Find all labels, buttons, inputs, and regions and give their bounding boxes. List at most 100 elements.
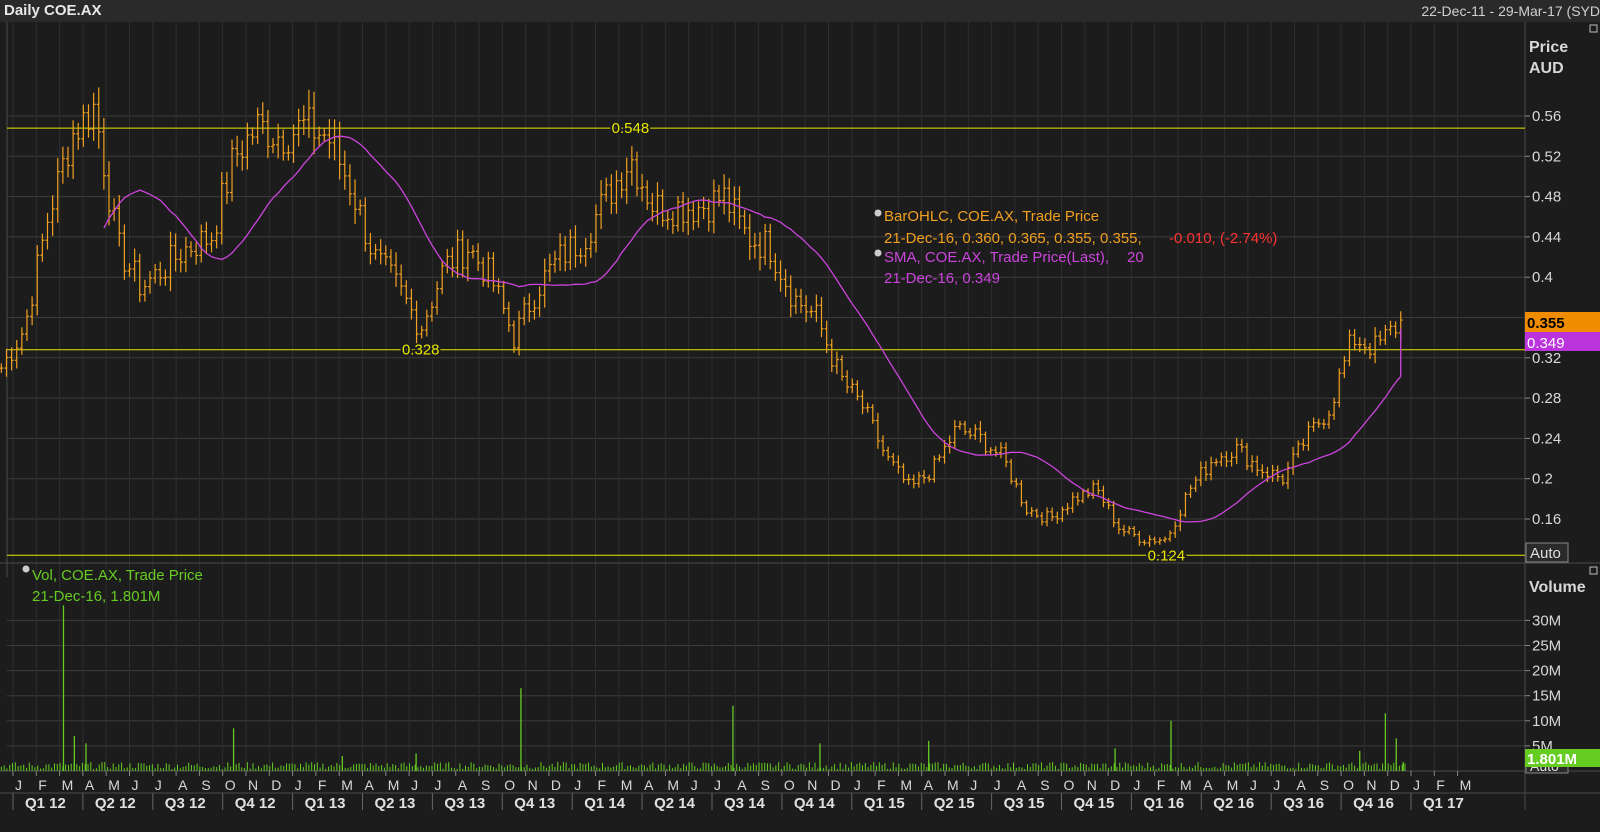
quarter-label: Q2 15	[934, 795, 975, 812]
bar-legend-change: -0.010, (-2.74%)	[1169, 230, 1277, 247]
chart-area[interactable]: 0.548 0.328 0.124 BarOHLC, COE.AX, Trade P…	[0, 22, 1600, 832]
month-label: J	[155, 777, 162, 793]
volume-legend: Vol, COE.AX, Trade Price 21-Dec-16, 1.80…	[22, 565, 203, 605]
month-label: F	[1157, 777, 1166, 793]
month-label: S	[201, 777, 210, 793]
month-label: A	[1297, 777, 1307, 793]
volume-legend-values: 21-Dec-16, 1.801M	[32, 588, 160, 605]
last-volume-text: 1.801M	[1527, 751, 1577, 768]
date-range[interactable]: 22-Dec-11 - 29-Mar-17 (SYD	[1421, 3, 1600, 19]
quarter-label: Q4 12	[235, 795, 276, 812]
quarter-label: Q1 17	[1423, 795, 1464, 812]
sma-legend-period: 20	[1127, 249, 1144, 266]
volume-tick-label: 20M	[1532, 663, 1561, 680]
month-label: O	[504, 777, 515, 793]
volume-bars	[0, 605, 1406, 771]
bar-legend-title: BarOHLC, COE.AX, Trade Price	[884, 208, 1099, 225]
price-legend: BarOHLC, COE.AX, Trade Price 21-Dec-16, …	[874, 208, 1277, 287]
legend-toggle-icon[interactable]	[874, 249, 882, 257]
price-tick-label: 0.32	[1532, 350, 1561, 367]
quarter-label: Q3 15	[1004, 795, 1045, 812]
price-axis[interactable]: Price AUD 0.560.520.480.440.40.360.320.2…	[1525, 24, 1600, 563]
month-label: D	[1390, 777, 1400, 793]
month-label: J	[15, 777, 22, 793]
price-tick-label: 0.24	[1532, 430, 1561, 447]
month-label: M	[667, 777, 679, 793]
quarter-label: Q2 14	[654, 795, 696, 812]
month-label: S	[481, 777, 490, 793]
month-gridlines	[12, 22, 1459, 771]
volume-axis-title: Volume	[1529, 579, 1586, 596]
price-axis-unit: AUD	[1529, 60, 1564, 77]
month-label: M	[388, 777, 400, 793]
quarter-label: Q2 16	[1213, 795, 1254, 812]
month-label: A	[644, 777, 654, 793]
last-price-text: 0.355	[1527, 315, 1565, 332]
legend-toggle-icon[interactable]	[22, 565, 30, 573]
price-tick-label: 0.48	[1532, 189, 1561, 206]
month-label: F	[38, 777, 47, 793]
month-label: M	[108, 777, 120, 793]
month-label: J	[970, 777, 977, 793]
month-label: F	[598, 777, 607, 793]
volume-tick-label: 30M	[1532, 612, 1561, 629]
month-label: M	[621, 777, 633, 793]
maximize-icon[interactable]	[1589, 566, 1598, 575]
month-label: D	[271, 777, 281, 793]
quarter-label: Q3 16	[1283, 795, 1324, 812]
quarter-label: Q1 15	[864, 795, 905, 812]
volume-gridlines	[7, 619, 1525, 747]
month-label: D	[1110, 777, 1120, 793]
price-axis-title: Price	[1529, 39, 1568, 56]
month-label: F	[1436, 777, 1445, 793]
month-label: N	[528, 777, 538, 793]
price-tick-label: 0.4	[1532, 269, 1553, 286]
month-label: J	[994, 777, 1001, 793]
quarter-label: Q1 14	[584, 795, 626, 812]
month-label: O	[784, 777, 795, 793]
month-label: J	[132, 777, 139, 793]
month-label: A	[737, 777, 747, 793]
price-tick-label: 0.44	[1532, 229, 1561, 246]
month-label: J	[714, 777, 721, 793]
ohlc-bars	[0, 87, 1403, 547]
quarter-label: Q2 12	[95, 795, 136, 812]
last-volume-tag	[1525, 749, 1600, 767]
month-label: A	[365, 777, 375, 793]
volume-tick-label: 10M	[1532, 713, 1561, 730]
month-label: J	[1250, 777, 1257, 793]
last-price-tag	[1525, 312, 1600, 332]
month-label: O	[1064, 777, 1075, 793]
quarter-label: Q4 13	[514, 795, 555, 812]
price-auto-button[interactable]	[1525, 542, 1569, 563]
sma-legend-title: SMA, COE.AX, Trade Price(Last),	[884, 249, 1109, 266]
month-label: J	[1413, 777, 1420, 793]
volume-tick-label: 25M	[1532, 638, 1561, 655]
maximize-icon[interactable]	[1589, 24, 1598, 33]
quarter-label: Q1 16	[1143, 795, 1184, 812]
sma-price-text: 0.349	[1527, 335, 1565, 352]
month-label: J	[1273, 777, 1280, 793]
legend-toggle-icon[interactable]	[874, 209, 882, 217]
title-bar: Daily COE.AX 22-Dec-11 - 29-Mar-17 (SYD	[0, 0, 1600, 23]
month-label: S	[761, 777, 770, 793]
month-label: O	[225, 777, 236, 793]
sma-price-tag	[1525, 332, 1600, 351]
quarter-label: Q2 13	[375, 795, 416, 812]
quarter-label: Q4 16	[1353, 795, 1394, 812]
month-label: M	[947, 777, 959, 793]
month-label: D	[551, 777, 561, 793]
price-tick-label: 0.2	[1532, 471, 1553, 488]
level-label: 0.548	[612, 120, 650, 137]
month-label: M	[900, 777, 912, 793]
sma-line	[103, 135, 1402, 523]
quarter-label: Q1 12	[25, 795, 66, 812]
month-label: J	[434, 777, 441, 793]
price-tick-label: 0.56	[1532, 108, 1561, 125]
month-label: J	[574, 777, 581, 793]
horizontal-lines: 0.548 0.328 0.124	[7, 118, 1525, 566]
month-label: A	[1203, 777, 1213, 793]
